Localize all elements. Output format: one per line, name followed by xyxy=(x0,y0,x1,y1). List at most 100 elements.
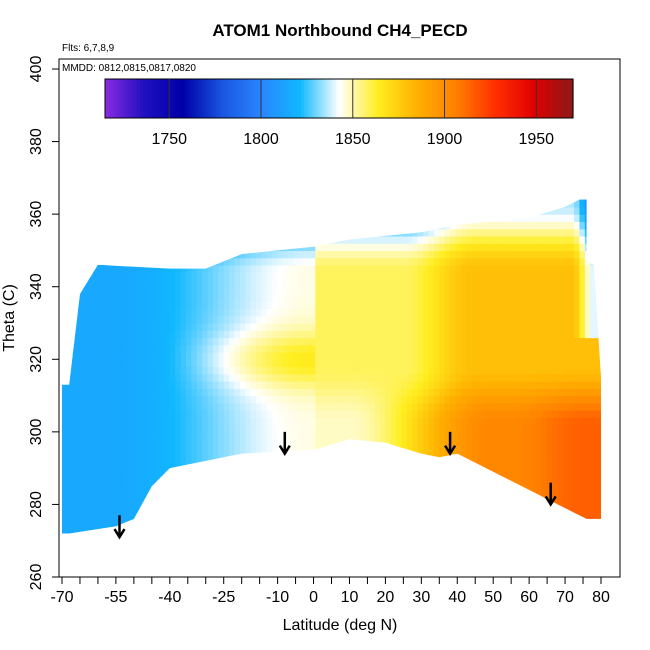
heatmap-cell xyxy=(239,272,246,281)
heatmap-cell xyxy=(320,475,327,484)
heatmap-cell xyxy=(245,446,252,455)
heatmap-cell xyxy=(288,381,295,389)
heatmap-cell xyxy=(185,228,192,237)
heatmap-cell xyxy=(191,468,198,476)
heatmap-cell xyxy=(363,272,370,281)
heatmap-cell xyxy=(153,272,160,281)
heatmap-cell xyxy=(336,410,343,418)
heatmap-cell xyxy=(229,475,236,484)
heatmap-cell xyxy=(196,199,203,201)
heatmap-cell xyxy=(132,301,139,310)
heatmap-cell xyxy=(153,235,160,244)
heatmap-cell xyxy=(142,460,149,469)
heatmap-cell xyxy=(358,533,365,534)
heatmap-cell xyxy=(536,460,543,469)
heatmap-cell xyxy=(78,323,85,331)
heatmap-cell xyxy=(428,424,435,433)
heatmap-cell xyxy=(121,475,128,484)
heatmap-cell xyxy=(412,468,419,476)
heatmap-cell xyxy=(471,323,478,331)
heatmap-cell xyxy=(256,518,263,527)
heatmap-cell xyxy=(299,453,306,462)
heatmap-cell xyxy=(148,497,155,506)
heatmap-cell xyxy=(164,366,171,375)
heatmap-cell xyxy=(347,352,354,360)
heatmap-cell xyxy=(595,221,601,230)
colorbar-segment xyxy=(502,79,507,118)
heatmap-cell xyxy=(245,206,252,215)
heatmap-cell xyxy=(374,330,381,339)
heatmap-cell xyxy=(503,293,510,302)
heatmap-cell xyxy=(132,468,139,476)
heatmap-cell xyxy=(153,199,160,208)
heatmap-cell xyxy=(234,257,241,266)
heatmap-cell xyxy=(514,264,521,273)
heatmap-cell xyxy=(342,504,349,513)
heatmap-cell xyxy=(487,366,494,375)
heatmap-cell xyxy=(444,330,451,339)
heatmap-cell xyxy=(460,366,467,375)
heatmap-cell xyxy=(94,453,101,462)
heatmap-cell xyxy=(320,301,327,310)
heatmap-cell xyxy=(552,526,559,534)
heatmap-cell xyxy=(423,250,430,259)
heatmap-cell xyxy=(514,489,521,498)
heatmap-cell xyxy=(552,352,559,360)
heatmap-cell xyxy=(320,235,327,244)
heatmap-cell xyxy=(557,257,564,266)
heatmap-cell xyxy=(326,366,333,375)
heatmap-cell xyxy=(137,293,144,302)
heatmap-cell xyxy=(525,431,532,440)
heatmap-cell xyxy=(579,518,586,527)
heatmap-cell xyxy=(503,468,510,476)
heatmap-cell xyxy=(590,453,597,462)
heatmap-cell xyxy=(272,359,279,368)
heatmap-cell xyxy=(132,439,139,447)
heatmap-cell xyxy=(191,206,198,215)
heatmap-cell xyxy=(514,235,521,244)
heatmap-cell xyxy=(175,359,182,368)
heatmap-cell xyxy=(315,533,322,534)
heatmap-cell xyxy=(520,439,527,447)
heatmap-cell xyxy=(142,337,149,346)
heatmap-cell xyxy=(137,504,144,513)
colorbar-segment xyxy=(415,79,419,118)
heatmap-cell xyxy=(385,286,392,295)
heatmap-cell xyxy=(196,511,203,520)
heatmap-cell xyxy=(293,366,300,375)
heatmap-cell xyxy=(498,235,505,244)
heatmap-cell xyxy=(169,424,176,433)
heatmap-cell xyxy=(105,301,112,310)
heatmap-cell xyxy=(568,344,575,353)
colorbar-segment xyxy=(570,79,574,118)
heatmap-cell xyxy=(369,344,376,353)
heatmap-cell xyxy=(185,431,192,440)
heatmap-cell xyxy=(390,381,397,389)
heatmap-cell xyxy=(126,199,133,201)
heatmap-cell xyxy=(212,214,219,222)
heatmap-cell xyxy=(439,460,446,469)
heatmap-cell xyxy=(185,373,192,382)
heatmap-cell xyxy=(272,402,279,411)
heatmap-cell xyxy=(185,381,192,389)
heatmap-cell xyxy=(153,199,160,201)
heatmap-cell xyxy=(336,460,343,469)
heatmap-cell xyxy=(342,475,349,484)
heatmap-cell xyxy=(67,308,74,317)
heatmap-cell xyxy=(256,235,263,244)
heatmap-cell xyxy=(196,214,203,222)
heatmap-cell xyxy=(212,424,219,433)
heatmap-cell xyxy=(245,301,252,310)
heatmap-cell xyxy=(444,344,451,353)
heatmap-cell xyxy=(336,424,343,433)
heatmap-cell xyxy=(309,518,316,527)
heatmap-cell xyxy=(309,337,316,346)
heatmap-cell xyxy=(72,388,79,397)
heatmap-cell xyxy=(250,417,257,426)
heatmap-cell xyxy=(229,330,236,339)
heatmap-cell xyxy=(493,206,500,215)
heatmap-cell xyxy=(390,250,397,259)
colorbar-tick-label: 1950 xyxy=(518,131,554,148)
heatmap-cell xyxy=(272,410,279,418)
heatmap-cell xyxy=(380,359,386,368)
